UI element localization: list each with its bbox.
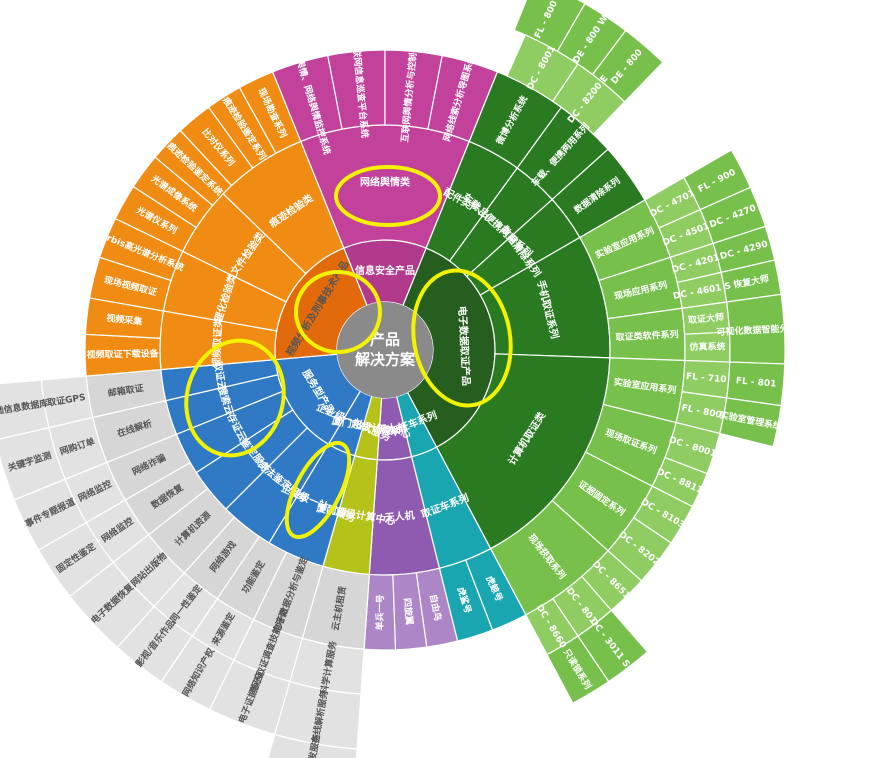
highlight-video-analysis xyxy=(294,270,382,354)
products-label-9: 取证类软件系列 xyxy=(615,328,679,343)
center-label-line-2: 解决方案 xyxy=(355,351,416,369)
subcategories-label-15: 视频取证类 xyxy=(210,317,225,368)
products-segment-37[interactable] xyxy=(238,71,302,155)
products-label-17: 四旋翼 xyxy=(401,597,415,625)
highlight-electronic-evidence xyxy=(411,268,513,408)
products-label-18: 单兵一号 xyxy=(374,594,387,630)
subcategories-label-14: 取证云 xyxy=(211,360,228,392)
outer-label-8: FL - 801 xyxy=(735,376,776,390)
categories-label-0: 信息安全产品 xyxy=(355,264,415,277)
outer-segment-11[interactable] xyxy=(546,635,610,704)
models-label-8: FL - 710 xyxy=(686,372,727,386)
highlight-network-opinion xyxy=(334,165,442,227)
models-label-6: 取证大师 xyxy=(687,311,724,326)
products-label-28: 视频取证下载设备 xyxy=(86,347,159,360)
subcategories-label-7: 无人机 xyxy=(383,509,415,525)
center-circle xyxy=(337,302,433,398)
center-node: 产品 解决方案 xyxy=(337,302,433,398)
models-label-7: 仿真系统 xyxy=(689,341,725,353)
subcategories-label-0: 网络舆情类 xyxy=(360,176,410,189)
highlight-marks xyxy=(184,165,513,540)
categories-label-1: 电子数据取证产品 xyxy=(456,306,473,387)
outer-segment-2[interactable] xyxy=(591,29,664,103)
highlight-cloud-services xyxy=(184,338,286,458)
categories-label-3: 无人机 xyxy=(375,420,407,436)
outer-segment-19[interactable] xyxy=(0,379,50,440)
extra-segment-0[interactable] xyxy=(265,733,358,758)
outer-segment-9[interactable] xyxy=(719,397,782,448)
center-label-line-1: 产品 xyxy=(370,331,400,349)
highlight-judicial-service xyxy=(284,440,352,540)
